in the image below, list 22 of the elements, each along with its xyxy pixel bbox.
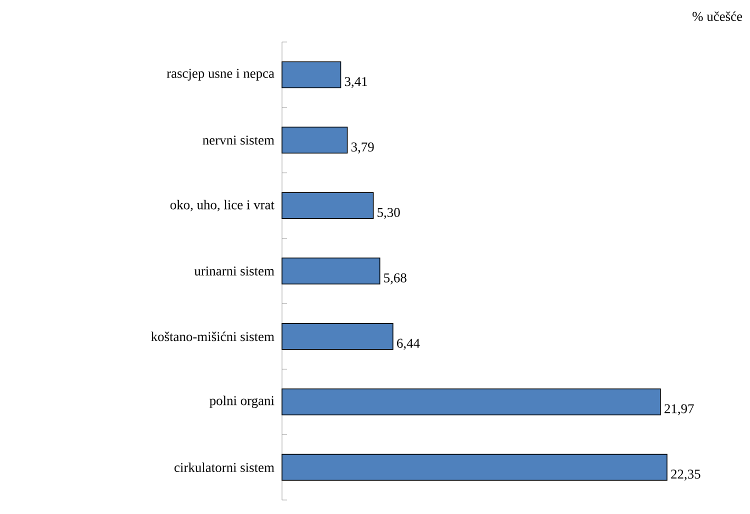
text: % učešće — [692, 12, 742, 22]
bar — [282, 258, 380, 284]
data-label: 21,97 — [664, 404, 694, 416]
bar — [282, 192, 374, 219]
data-label: 5,68 — [384, 273, 406, 284]
data-label: 5,30 — [378, 208, 400, 219]
bar — [282, 454, 668, 481]
bar — [282, 323, 394, 350]
y-tick-label: polni organi — [210, 396, 274, 408]
data-label: 22,35 — [671, 470, 700, 481]
bar — [282, 61, 342, 88]
y-tick-label: rascjep usne i nepca — [166, 68, 274, 81]
data-label: 6,44 — [397, 338, 420, 350]
y-tick-label: cirkulatorni sistem — [174, 462, 274, 472]
y-tick-label: koštano-mišićni sistem — [151, 332, 274, 342]
y-tick-label: nervni sistem — [202, 136, 274, 145]
data-label: 3,79 — [351, 142, 374, 154]
bar — [282, 388, 661, 416]
bar — [282, 126, 348, 154]
y-tick-label: oko, uho, lice i vrat — [170, 200, 274, 212]
data-label: 3,41 — [344, 77, 367, 88]
y-tick-label: urinarni sistem — [194, 266, 274, 276]
